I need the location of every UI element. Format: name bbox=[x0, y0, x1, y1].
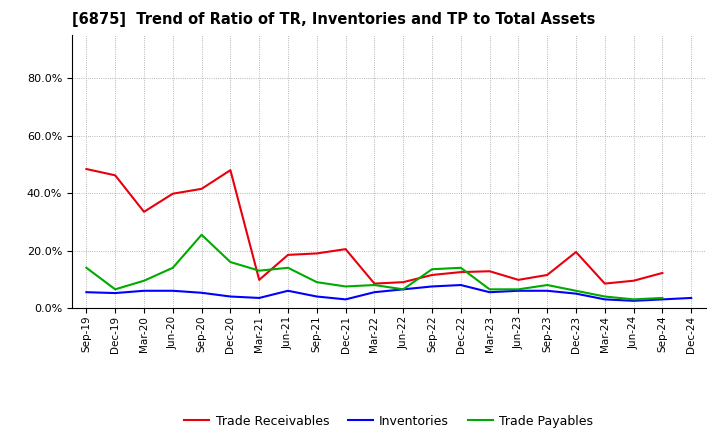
Trade Receivables bbox=[226, 168, 235, 173]
Inventories bbox=[629, 298, 638, 304]
Trade Payables bbox=[197, 232, 206, 238]
Trade Payables bbox=[82, 265, 91, 271]
Trade Payables bbox=[255, 268, 264, 273]
Inventories bbox=[111, 290, 120, 296]
Trade Payables bbox=[399, 287, 408, 292]
Inventories bbox=[600, 297, 609, 302]
Trade Payables bbox=[572, 288, 580, 293]
Inventories bbox=[543, 288, 552, 293]
Inventories bbox=[284, 288, 292, 293]
Trade Receivables bbox=[82, 166, 91, 172]
Trade Receivables bbox=[456, 269, 465, 275]
Trade Payables bbox=[428, 267, 436, 272]
Inventories bbox=[485, 290, 494, 295]
Trade Payables bbox=[600, 294, 609, 299]
Inventories bbox=[399, 287, 408, 292]
Trade Receivables bbox=[600, 281, 609, 286]
Trade Payables bbox=[658, 295, 667, 301]
Inventories bbox=[140, 288, 148, 293]
Inventories bbox=[226, 294, 235, 299]
Legend: Trade Receivables, Inventories, Trade Payables: Trade Receivables, Inventories, Trade Pa… bbox=[179, 410, 598, 433]
Trade Receivables bbox=[370, 281, 379, 286]
Trade Receivables bbox=[312, 251, 321, 256]
Trade Payables bbox=[284, 265, 292, 271]
Trade Payables bbox=[543, 282, 552, 288]
Line: Trade Payables: Trade Payables bbox=[86, 235, 662, 299]
Trade Payables bbox=[312, 279, 321, 285]
Inventories bbox=[370, 290, 379, 295]
Inventories bbox=[687, 295, 696, 301]
Trade Receivables bbox=[399, 279, 408, 285]
Inventories bbox=[82, 290, 91, 295]
Trade Payables bbox=[370, 282, 379, 288]
Inventories bbox=[197, 290, 206, 295]
Trade Receivables bbox=[168, 191, 177, 196]
Trade Payables bbox=[226, 260, 235, 265]
Inventories bbox=[341, 297, 350, 302]
Trade Payables bbox=[485, 287, 494, 292]
Inventories bbox=[456, 282, 465, 288]
Text: [6875]  Trend of Ratio of TR, Inventories and TP to Total Assets: [6875] Trend of Ratio of TR, Inventories… bbox=[72, 12, 595, 27]
Inventories bbox=[255, 295, 264, 301]
Trade Payables bbox=[341, 284, 350, 289]
Inventories bbox=[658, 297, 667, 302]
Line: Trade Receivables: Trade Receivables bbox=[86, 169, 662, 284]
Inventories bbox=[572, 291, 580, 296]
Trade Payables bbox=[629, 297, 638, 302]
Trade Receivables bbox=[658, 270, 667, 275]
Trade Receivables bbox=[514, 277, 523, 282]
Inventories bbox=[428, 284, 436, 289]
Inventories bbox=[312, 294, 321, 299]
Trade Receivables bbox=[284, 252, 292, 257]
Trade Receivables bbox=[341, 246, 350, 252]
Trade Payables bbox=[140, 278, 148, 283]
Trade Payables bbox=[111, 287, 120, 292]
Trade Receivables bbox=[629, 278, 638, 283]
Trade Receivables bbox=[485, 268, 494, 274]
Trade Receivables bbox=[428, 272, 436, 278]
Trade Receivables bbox=[140, 209, 148, 214]
Line: Inventories: Inventories bbox=[86, 285, 691, 301]
Trade Receivables bbox=[255, 277, 264, 282]
Trade Receivables bbox=[572, 249, 580, 255]
Trade Payables bbox=[456, 265, 465, 271]
Trade Payables bbox=[514, 287, 523, 292]
Trade Payables bbox=[168, 265, 177, 271]
Inventories bbox=[514, 288, 523, 293]
Trade Receivables bbox=[197, 186, 206, 191]
Trade Receivables bbox=[111, 172, 120, 178]
Trade Receivables bbox=[543, 272, 552, 278]
Inventories bbox=[168, 288, 177, 293]
